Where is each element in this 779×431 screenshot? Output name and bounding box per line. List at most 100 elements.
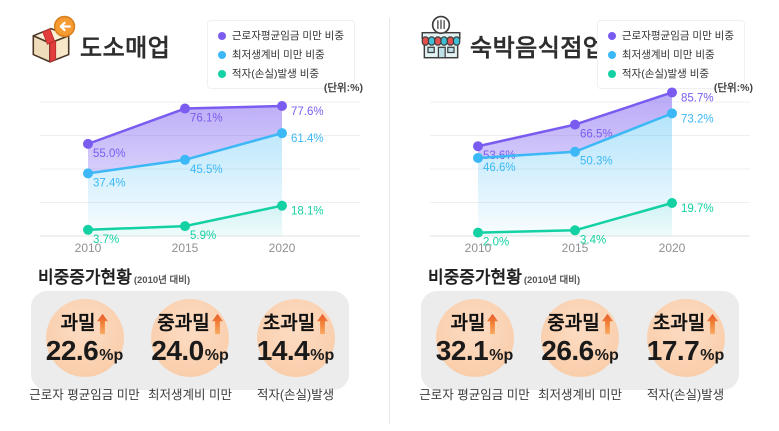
section-title: 비중증가현황 (2010년 대비) (38, 263, 190, 288)
data-point (83, 168, 93, 179)
x-tick-label: 2020 (659, 241, 686, 255)
data-point (473, 227, 483, 238)
legend-dot-icon (217, 69, 226, 78)
data-point (277, 200, 287, 211)
data-point (277, 128, 287, 139)
stat-value-row: 17.7 %p (646, 334, 725, 366)
unit-label: (단위:%) (713, 82, 753, 94)
data-point (667, 198, 677, 209)
value-label: 45.5% (190, 164, 223, 176)
up-arrow-icon (211, 313, 223, 335)
legend-label: 근로자평균임금 미만 비중 (231, 30, 344, 42)
data-point (180, 221, 190, 232)
stat-value: 17.7 (646, 334, 700, 366)
stats-box: 과밀 22.6 %p 근로자 평균임금 미만 중과밀 24.0 %p 최저생계비 미… (29, 291, 349, 402)
data-point (83, 224, 93, 235)
stat-label-row: 중과밀 (547, 311, 613, 335)
panel-wholesale-retail: 도소매업 근로자평균임금 미만 비중 최저생계비 미만 비중 적자(손실)발생 … (0, 0, 389, 431)
area-fill-upper (88, 106, 282, 174)
stat-unit: %p (489, 346, 514, 364)
panel-title: 숙박음식점업 (470, 35, 606, 62)
value-label: 18.1% (291, 206, 324, 218)
legend-item: 적자(손실)발생 비중 (217, 66, 344, 81)
x-tick-label: 2020 (269, 241, 296, 255)
value-label: 76.1% (190, 113, 223, 125)
stat-item: 중과밀 26.6 %p 최저생계비 미만 (528, 299, 632, 403)
x-tick-label: 2010 (75, 241, 102, 255)
stat-label-row: 중과밀 (157, 311, 223, 335)
value-label: 61.4% (291, 133, 324, 145)
stat-label: 과밀 (60, 312, 96, 334)
legend-label: 적자(손실)발생 비중 (621, 68, 710, 80)
legend-label: 근로자평균임금 미만 비중 (621, 30, 734, 42)
stat-label-row: 과밀 (451, 311, 499, 334)
panel-accommodation-food: 숙박음식점업 근로자평균임금 미만 비중 최저생계비 미만 비중 적자(손실)발… (390, 0, 779, 431)
legend-dot-icon (607, 50, 616, 59)
legend-item: 최저생계비 미만 비중 (607, 47, 734, 62)
package-return-icon (26, 15, 76, 65)
legend-item: 최저생계비 미만 비중 (217, 47, 344, 62)
chart-legend: 근로자평균임금 미만 비중 최저생계비 미만 비중 적자(손실)발생 비중 (596, 20, 745, 89)
stat-value: 24.0 (151, 334, 204, 366)
data-point (570, 225, 580, 236)
stat-item: 초과밀 17.7 %p 적자(손실)발생 (634, 299, 738, 403)
stat-caption: 적자(손실)발생 (256, 388, 335, 402)
up-arrow-icon (707, 313, 719, 335)
data-point (667, 87, 677, 98)
legend-label: 적자(손실)발생 비중 (231, 68, 320, 80)
stat-circle: 중과밀 24.0 %p (151, 299, 229, 377)
trend-area-chart: 55.0% 76.1% 77.6% 37.4% 45.5% 61.4% 3.7% 5.9% 18… (40, 101, 360, 255)
up-arrow-icon (601, 313, 613, 335)
storefront-icon (416, 15, 466, 65)
stat-value-row: 14.4 %p (256, 334, 335, 366)
stats-box: 과밀 32.1 %p 근로자 평균임금 미만 중과밀 26.6 %p 최저생계비 미… (419, 291, 739, 402)
area-fill-middle (88, 133, 282, 236)
stat-caption: 적자(손실)발생 (646, 388, 725, 402)
section-subtitle: (2010년 대비) (523, 275, 581, 286)
stat-label: 중과밀 (157, 312, 210, 334)
value-label: 37.4% (93, 177, 126, 189)
stat-label: 초과밀 (262, 312, 316, 334)
data-point (180, 103, 190, 114)
legend-dot-icon (607, 31, 616, 40)
stat-value: 14.4 (256, 334, 310, 366)
trend-area-chart: 53.6%66.5%85.7%46.6%50.3%73.2%2.0% 3.4%19… (430, 87, 750, 255)
legend-item: 근로자평균임금 미만 비중 (217, 28, 344, 43)
stat-circle: 과밀 22.6 %p (45, 299, 124, 377)
stat-value: 26.6 (541, 334, 594, 366)
legend-dot-icon (217, 31, 226, 40)
stat-unit: %p (594, 346, 619, 364)
value-label: 5.9% (190, 230, 216, 242)
section-title: 비중증가현황 (2010년 대비) (428, 263, 580, 288)
data-point (473, 152, 483, 163)
up-arrow-icon (97, 313, 109, 335)
stat-circle: 초과밀 17.7 %p (646, 299, 725, 377)
value-label: 66.5% (580, 129, 613, 141)
data-point (277, 101, 287, 112)
stat-circle: 중과밀 26.6 %p (541, 299, 619, 377)
value-label: 3.4% (580, 234, 606, 246)
stat-label-row: 과밀 (60, 311, 109, 335)
value-label: 2.0% (483, 237, 509, 249)
value-label: 73.2% (681, 113, 714, 125)
section-title-text: 비중증가현황 (38, 268, 132, 287)
stat-label-row: 초과밀 (652, 311, 719, 335)
value-label: 77.6% (291, 106, 324, 118)
data-point (570, 146, 580, 157)
legend-dot-icon (217, 50, 226, 59)
panel-divider (389, 18, 390, 424)
stat-circle: 초과밀 14.4 %p (256, 299, 335, 377)
stat-label-row: 초과밀 (262, 311, 329, 334)
value-label: 19.7% (681, 203, 714, 215)
stat-label: 초과밀 (652, 312, 706, 334)
unit-label: (단위:%) (323, 82, 363, 94)
stat-value: 22.6 (45, 334, 99, 366)
stat-value-row: 22.6 %p (45, 334, 124, 366)
section-title-text: 비중증가현황 (428, 268, 522, 287)
stat-label: 중과밀 (547, 312, 600, 334)
data-point (180, 154, 190, 165)
x-tick-label: 2015 (562, 241, 589, 255)
stat-unit: %p (99, 346, 124, 364)
legend-label: 최저생계비 미만 비중 (231, 49, 325, 61)
